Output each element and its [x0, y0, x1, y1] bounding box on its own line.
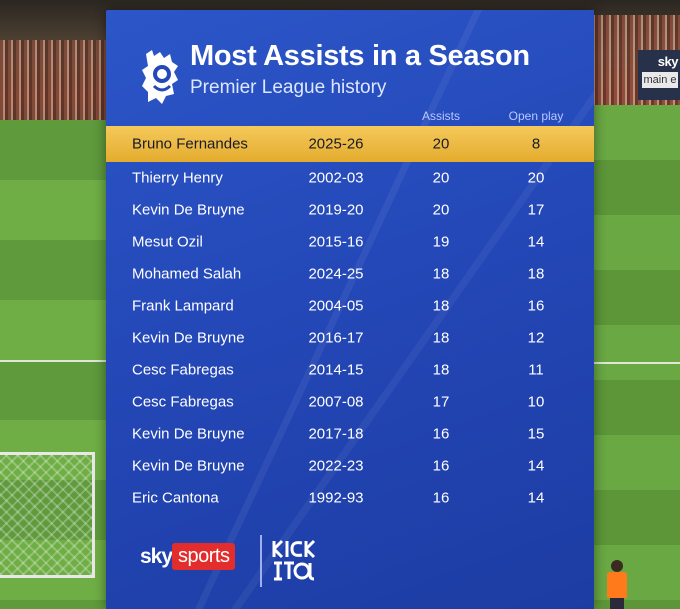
player-name: Mohamed Salah — [132, 265, 242, 283]
table-row: Bruno Fernandes 2025-26 20 8 — [106, 126, 594, 162]
open-play-value: 10 — [527, 393, 545, 411]
footer: sky sports — [136, 535, 436, 587]
page-title: Most Assists in a Season — [190, 40, 530, 72]
open-play-value: 15 — [527, 425, 545, 443]
player-name: Kevin De Bruyne — [132, 329, 245, 347]
season: 2025-26 — [308, 135, 364, 153]
season: 2007-08 — [308, 393, 364, 411]
premier-league-lion-icon — [142, 50, 178, 104]
season: 2017-18 — [308, 425, 364, 443]
open-play-value: 14 — [527, 457, 545, 475]
footer-divider — [260, 535, 262, 587]
table-row: Eric Cantona 1992-93 16 14 — [106, 482, 594, 514]
player-name: Bruno Fernandes — [132, 135, 248, 153]
assists-table: Bruno Fernandes 2025-26 20 8 Thierry Henry 20… — [106, 126, 594, 514]
assists-value: 18 — [432, 297, 450, 315]
open-play-value: 17 — [527, 201, 545, 219]
open-play-value: 14 — [527, 233, 545, 251]
assists-value: 20 — [432, 201, 450, 219]
table-row: Cesc Fabregas 2007-08 17 10 — [106, 386, 594, 418]
open-play-value: 18 — [527, 265, 545, 283]
player-name: Cesc Fabregas — [132, 393, 234, 411]
season: 2016-17 — [308, 329, 364, 347]
sky-logo-background: sky — [657, 54, 679, 69]
pitch-line — [590, 362, 680, 364]
player-name: Kevin De Bruyne — [132, 425, 245, 443]
season: 2002-03 — [308, 169, 364, 187]
table-row: Kevin De Bruyne 2022-23 16 14 — [106, 450, 594, 482]
assists-value: 18 — [432, 361, 450, 379]
player-name: Mesut Ozil — [132, 233, 203, 251]
open-play-value: 14 — [527, 489, 545, 507]
table-row: Frank Lampard 2004-05 18 16 — [106, 290, 594, 322]
pitch-left — [0, 120, 125, 609]
kick-it-out-logo-icon — [272, 539, 316, 581]
open-play-value: 20 — [527, 169, 545, 187]
table-row: Cesc Fabregas 2014-15 18 11 — [106, 354, 594, 386]
player-name: Eric Cantona — [132, 489, 219, 507]
page-subtitle: Premier League history — [190, 77, 387, 98]
stats-board: Most Assists in a Season Premier League … — [106, 10, 594, 609]
assists-value: 19 — [432, 233, 450, 251]
player-name: Cesc Fabregas — [132, 361, 234, 379]
open-play-value: 12 — [527, 329, 545, 347]
sky-logo: sky — [140, 545, 173, 568]
assists-value: 18 — [432, 329, 450, 347]
player-name: Kevin De Bruyne — [132, 201, 245, 219]
season: 2014-15 — [308, 361, 364, 379]
season: 1992-93 — [308, 489, 364, 507]
assists-value: 20 — [432, 169, 450, 187]
sports-logo: sports — [172, 543, 236, 570]
board-text: main e — [642, 72, 678, 88]
season: 2024-25 — [308, 265, 364, 283]
assists-value: 16 — [432, 425, 450, 443]
player-name: Kevin De Bruyne — [132, 457, 245, 475]
table-row: Thierry Henry 2002-03 20 20 — [106, 162, 594, 194]
player-name: Thierry Henry — [132, 169, 223, 187]
player-name: Frank Lampard — [132, 297, 234, 315]
assists-value: 17 — [432, 393, 450, 411]
column-header-open-play: Open play — [508, 109, 564, 123]
table-row: Kevin De Bruyne 2016-17 18 12 — [106, 322, 594, 354]
steward — [607, 560, 627, 609]
assists-value: 16 — [432, 457, 450, 475]
assists-value: 20 — [432, 135, 450, 153]
season: 2004-05 — [308, 297, 364, 315]
season: 2015-16 — [308, 233, 364, 251]
pitch-line — [0, 360, 125, 362]
open-play-value: 11 — [528, 361, 544, 379]
pitch-right — [590, 105, 680, 609]
table-row: Kevin De Bruyne 2019-20 20 17 — [106, 194, 594, 226]
table-row: Mesut Ozil 2015-16 19 14 — [106, 226, 594, 258]
open-play-value: 8 — [531, 135, 541, 153]
season: 2022-23 — [308, 457, 364, 475]
goal-net — [0, 452, 95, 578]
table-row: Mohamed Salah 2024-25 18 18 — [106, 258, 594, 290]
assists-value: 16 — [432, 489, 450, 507]
open-play-value: 16 — [527, 297, 545, 315]
column-header-assists: Assists — [421, 109, 460, 123]
season: 2019-20 — [308, 201, 364, 219]
assists-value: 18 — [432, 265, 450, 283]
table-row: Kevin De Bruyne 2017-18 16 15 — [106, 418, 594, 450]
